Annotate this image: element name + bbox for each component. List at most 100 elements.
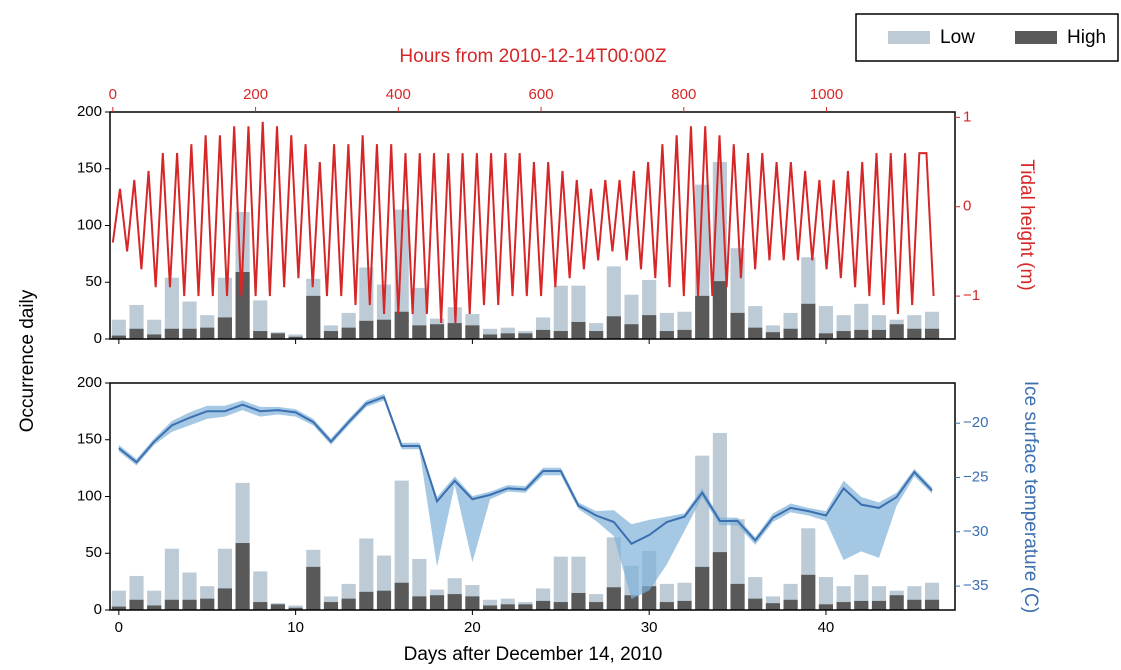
y-tick-label: 50 xyxy=(85,544,102,561)
bar xyxy=(111,335,126,339)
bar xyxy=(712,552,727,610)
bar xyxy=(836,331,851,339)
bar xyxy=(412,325,427,339)
bar xyxy=(695,295,710,339)
bar xyxy=(341,327,356,339)
bar xyxy=(341,598,356,610)
bar xyxy=(129,599,144,610)
y2-tick-label: −30 xyxy=(963,523,988,540)
bar xyxy=(536,600,551,610)
bar xyxy=(429,595,445,610)
bar xyxy=(253,331,268,339)
bar xyxy=(111,319,126,339)
y2-tick-label: −25 xyxy=(963,468,988,485)
bar xyxy=(606,587,621,610)
bar xyxy=(164,328,179,339)
x2-tick-label: 1000 xyxy=(810,86,843,103)
y-tick-label: 0 xyxy=(94,330,102,347)
x2-axis-label: Hours from 2010-12-14T00:00Z xyxy=(399,46,667,67)
bar xyxy=(288,336,303,339)
bar xyxy=(323,602,339,610)
y2-axis-label: Tidal height (m) xyxy=(1016,159,1037,290)
bar xyxy=(500,604,515,610)
bar xyxy=(412,596,427,610)
x2-tick-label: 0 xyxy=(109,86,117,103)
bar xyxy=(765,603,780,610)
x-tick-label: 0 xyxy=(115,619,123,636)
bar xyxy=(500,333,515,339)
bar xyxy=(553,331,568,339)
bar xyxy=(483,605,498,610)
bar xyxy=(624,324,639,339)
bar xyxy=(871,329,887,339)
bar xyxy=(818,306,834,339)
bar xyxy=(836,602,851,610)
legend-label: Low xyxy=(940,27,975,48)
y-tick-label: 50 xyxy=(85,273,102,290)
y-tick-label: 150 xyxy=(77,160,102,177)
bar xyxy=(306,295,321,339)
bar xyxy=(288,607,303,610)
bar xyxy=(606,316,621,339)
bar xyxy=(730,312,745,339)
bar xyxy=(111,590,126,610)
y-tick-label: 0 xyxy=(94,601,102,618)
bar xyxy=(182,599,197,610)
y2-axis-label: Ice surface temperature (C) xyxy=(1020,381,1041,613)
bar xyxy=(553,285,568,339)
bar xyxy=(659,331,674,339)
bar xyxy=(111,606,126,610)
bar xyxy=(854,329,869,339)
bar xyxy=(765,332,780,339)
bar xyxy=(907,599,922,610)
line xyxy=(111,121,935,323)
bar xyxy=(748,598,763,610)
bar xyxy=(571,321,586,339)
x-tick-label: 20 xyxy=(464,619,481,636)
bar xyxy=(907,328,922,339)
bar xyxy=(147,334,162,339)
y-tick-label: 200 xyxy=(77,374,102,391)
bar xyxy=(376,319,392,339)
bar xyxy=(200,598,215,610)
y-tick-label: 100 xyxy=(77,216,102,233)
bar xyxy=(306,566,321,610)
bar xyxy=(147,590,162,610)
bar xyxy=(164,277,179,339)
bar xyxy=(924,328,940,339)
bar xyxy=(147,605,162,610)
bar xyxy=(253,300,268,339)
bar xyxy=(429,324,445,339)
y-tick-label: 150 xyxy=(77,431,102,448)
y-axis-label: Occurrence daily xyxy=(17,289,38,432)
bar xyxy=(217,588,232,610)
y-tick-label: 200 xyxy=(77,103,102,120)
bar xyxy=(712,281,727,339)
bar xyxy=(659,602,674,610)
bar xyxy=(394,582,409,610)
bar xyxy=(164,599,179,610)
bar xyxy=(677,329,692,339)
bar xyxy=(376,590,392,610)
bar xyxy=(253,571,268,610)
y2-tick-label: −20 xyxy=(963,414,988,431)
bar xyxy=(589,331,604,339)
bar xyxy=(253,602,268,610)
bar xyxy=(889,595,904,610)
bar xyxy=(818,577,834,610)
x2-tick-label: 600 xyxy=(529,86,554,103)
bar xyxy=(447,594,462,610)
y-tick-label: 100 xyxy=(77,487,102,504)
bar xyxy=(518,604,533,610)
bar xyxy=(217,317,232,339)
y2-tick-label: 0 xyxy=(963,198,971,215)
bar xyxy=(483,599,498,610)
bar xyxy=(270,604,286,610)
bar xyxy=(818,604,834,610)
bar xyxy=(553,602,568,610)
bar xyxy=(129,328,144,339)
bar xyxy=(200,327,215,339)
bar xyxy=(748,327,763,339)
bar xyxy=(536,329,551,339)
bar xyxy=(801,574,816,610)
